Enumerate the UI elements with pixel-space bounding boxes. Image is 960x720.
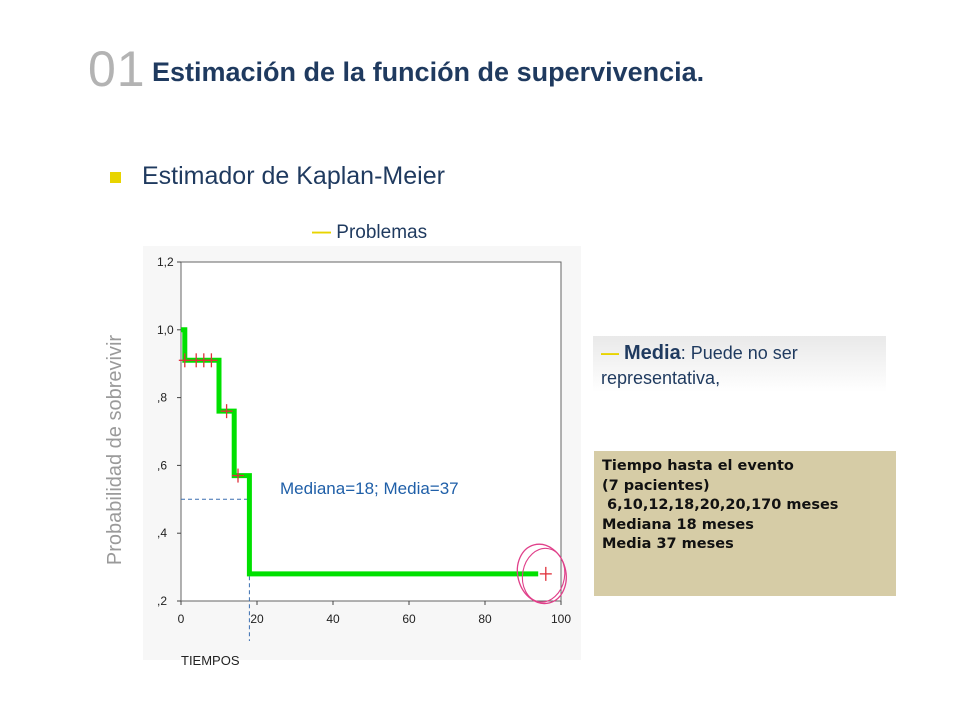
media-note-line1: — Media: Puede no ser xyxy=(601,342,798,365)
censor-marks xyxy=(178,353,552,581)
x-axis-label: TIEMPOS xyxy=(181,653,240,668)
chart-annotation: Mediana=18; Media=37 xyxy=(280,479,459,498)
y-axis-label: Probabilidad de sobrevivir xyxy=(104,335,126,565)
media-note-label: Media xyxy=(624,342,681,364)
info-line: Media 37 meses xyxy=(602,536,734,552)
y-tick-label: ,8 xyxy=(157,391,167,405)
x-tick-label: 80 xyxy=(478,612,492,626)
x-tick-label: 0 xyxy=(178,612,185,626)
highlight-circle xyxy=(516,543,567,605)
media-note-line2: representativa, xyxy=(601,368,721,388)
dash-icon: — xyxy=(601,343,625,363)
media-note: — Media: Puede no ser representativa, xyxy=(593,336,886,392)
x-axis: 0 20 40 60 80 100 xyxy=(178,601,571,626)
slide-title: Estimación de la función de supervivenci… xyxy=(152,57,705,87)
x-tick-label: 40 xyxy=(326,612,340,626)
y-tick-label: ,2 xyxy=(157,594,167,608)
y-axis: ,2 ,4 ,6 ,8 1,0 1,2 xyxy=(157,255,181,608)
info-line: 6,10,12,18,20,20,170 meses xyxy=(602,497,839,513)
slide-number: 01 xyxy=(88,41,146,97)
info-line: Tiempo hasta el evento xyxy=(602,458,794,474)
problems-label: Problemas xyxy=(336,222,428,243)
info-box: Tiempo hasta el evento (7 pacientes) 6,1… xyxy=(594,451,896,596)
y-tick-label: 1,0 xyxy=(157,323,174,337)
x-tick-label: 20 xyxy=(250,612,264,626)
x-tick-label: 60 xyxy=(402,612,416,626)
media-note-text-a: : Puede no ser xyxy=(680,343,798,363)
plot-area xyxy=(180,261,562,602)
info-line: (7 pacientes) xyxy=(602,477,710,494)
highlight-ring-inner xyxy=(521,547,566,603)
x-tick-label: 100 xyxy=(551,612,571,626)
problems-heading: — Problemas xyxy=(312,222,427,244)
y-tick-label: 1,2 xyxy=(157,255,174,269)
info-line: Mediana 18 meses xyxy=(602,516,754,533)
dash-icon: — xyxy=(312,222,337,243)
bullet-heading: Estimador de Kaplan-Meier xyxy=(142,162,445,190)
bullet-marker xyxy=(110,172,121,183)
y-tick-label: ,4 xyxy=(157,526,167,540)
y-tick-label: ,6 xyxy=(157,458,167,472)
